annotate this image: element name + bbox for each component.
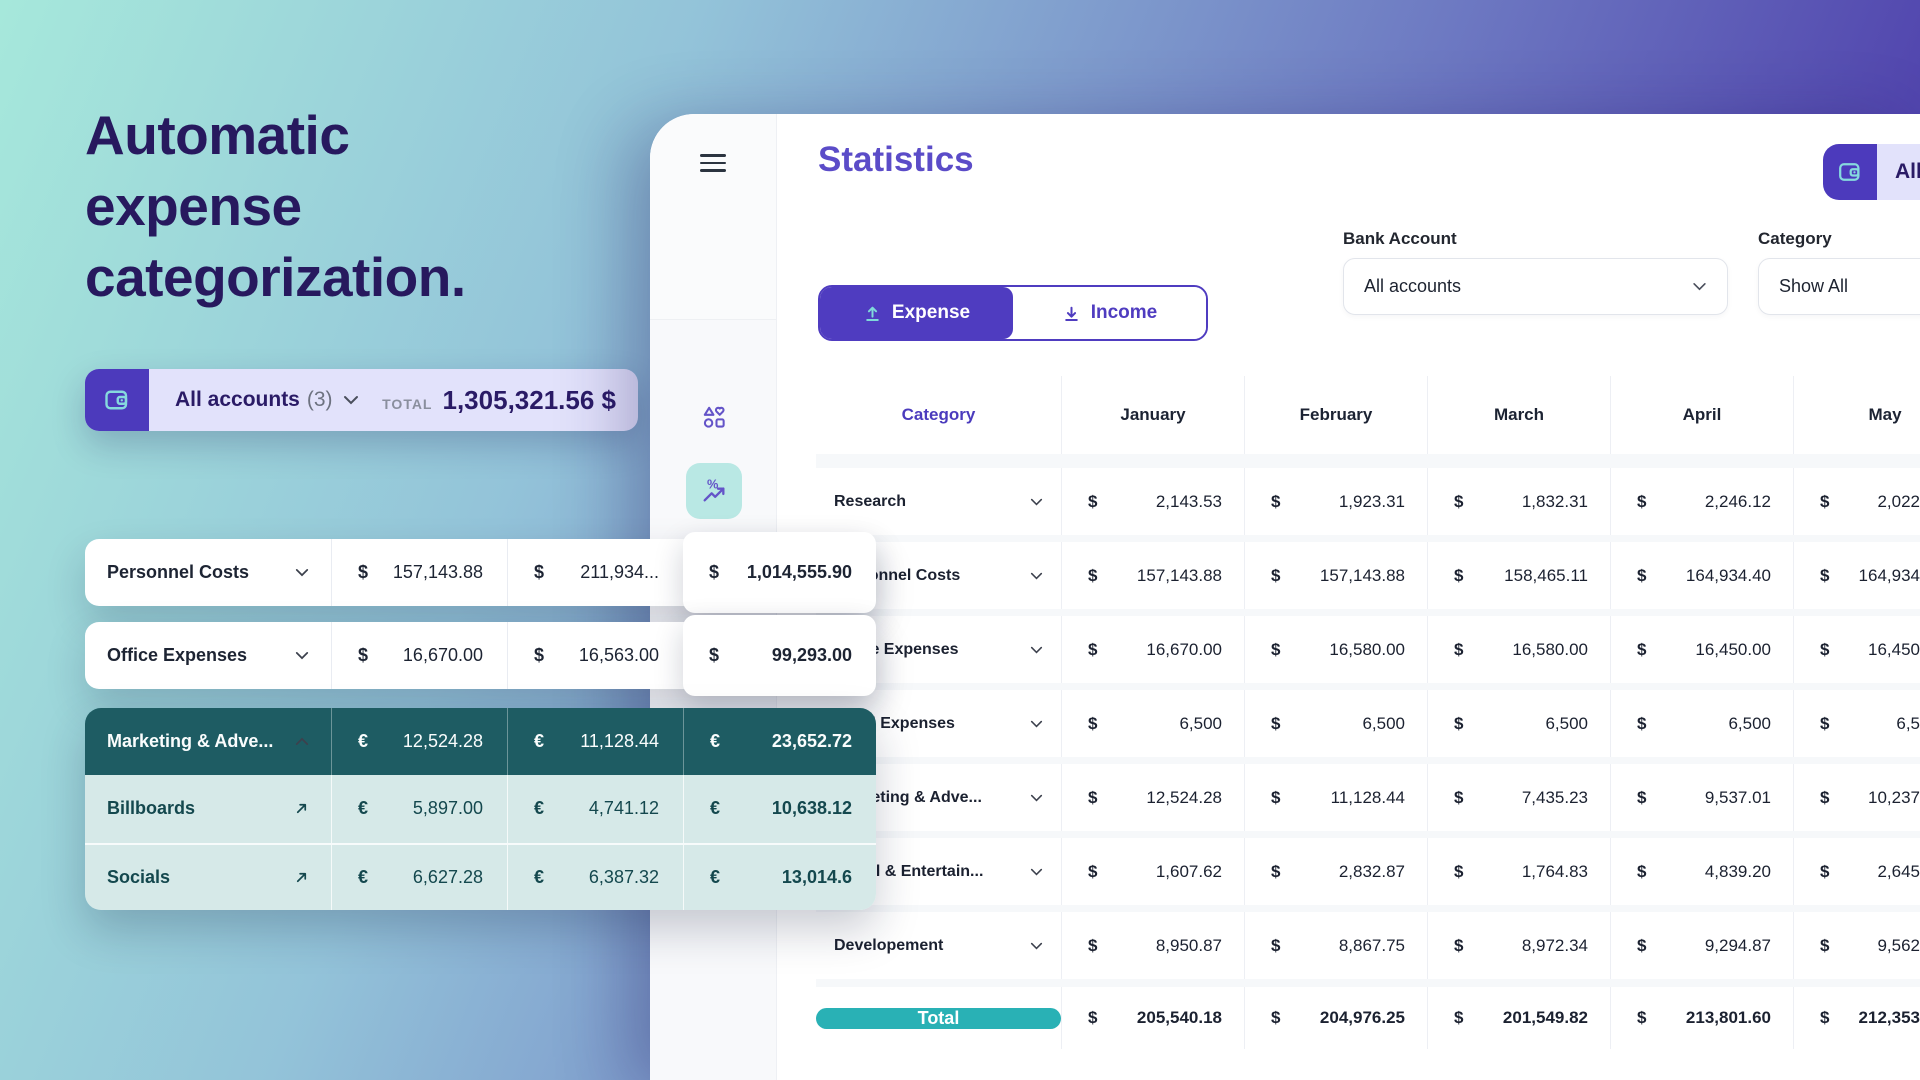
sidebar-item-categories[interactable] (650, 380, 777, 454)
row-label: Billboards (107, 798, 196, 819)
chevron-down-icon[interactable] (295, 651, 309, 660)
cell: $16,563.00 (507, 622, 683, 689)
floating-row-personnel[interactable]: Personnel Costs $157,143.88 $211,934... … (85, 532, 876, 613)
col-april: April (1610, 376, 1793, 454)
table-row: Marketing & Adve... $12,524.28 $11,128.4… (816, 764, 1920, 831)
col-january: January (1061, 376, 1244, 454)
col-march: March (1427, 376, 1610, 454)
group-header[interactable]: Marketing & Adve... €12,524.28 €11,128.4… (85, 708, 876, 775)
app-window: % (650, 114, 1920, 1080)
table-row: Office Expenses $16,670.00 $16,580.00 $1… (816, 616, 1920, 683)
cell: €6,627.28 (331, 844, 507, 910)
cell: $211,934... (507, 539, 683, 606)
upload-icon (866, 306, 879, 321)
total-value: 1,305,321.56 $ (442, 384, 617, 415)
wallet-icon (1823, 144, 1877, 200)
total-badge: Total (816, 1007, 1061, 1029)
row-label: Marketing & Adve... (107, 731, 274, 751)
row-label: Personnel Costs (107, 562, 250, 582)
cell-total: $99,293.00 (683, 615, 876, 696)
chevron-down-icon[interactable] (1030, 942, 1043, 950)
bank-account-label: Bank Account (1343, 229, 1457, 248)
col-may: May (1793, 376, 1920, 454)
col-category: Category (901, 405, 976, 424)
cell-total: $1,014,555.90 (683, 532, 876, 613)
account-switch-label: All (1877, 144, 1920, 200)
page-title: Automatic expense categorization. (85, 104, 466, 308)
cell: $16,670.00 (331, 622, 507, 689)
accounts-total: TOTAL 1,305,321.56 $ (382, 385, 616, 416)
expand-icon[interactable] (294, 870, 309, 885)
cell-total: €10,638.12 (683, 775, 876, 843)
statistics-title: Statistics (818, 140, 974, 179)
chevron-down-icon[interactable] (1030, 868, 1043, 876)
table-row: Developement $8,950.87 $8,867.75 $8,972.… (816, 912, 1920, 979)
cell: €5,897.00 (331, 775, 507, 843)
expense-income-toggle: Expense Income (818, 285, 1208, 341)
income-tab[interactable]: Income (1013, 287, 1206, 339)
account-switch[interactable]: All (1823, 144, 1920, 200)
chevron-up-icon[interactable] (295, 737, 309, 746)
category-label: Category (1758, 229, 1832, 248)
sidebar-item-statistics[interactable]: % (650, 454, 777, 528)
bank-account-select[interactable]: All accounts (1343, 258, 1728, 315)
accounts-selector[interactable]: All accounts (3) TOTAL 1,305,321.56 $ (85, 369, 638, 431)
total-label: TOTAL (382, 395, 433, 412)
accounts-label: All accounts (175, 388, 300, 411)
chevron-down-icon[interactable] (1030, 572, 1043, 580)
cell: €6,387.32 (507, 844, 683, 910)
table-row: Fixed Expenses $6,500 $6,500 $6,500 $6,5… (816, 690, 1920, 757)
expense-tab[interactable]: Expense (820, 287, 1013, 339)
category-select[interactable]: Show All (1758, 258, 1920, 315)
cell-total: €23,652.72 (683, 708, 876, 775)
group-row-billboards[interactable]: Billboards €5,897.00 €4,741.12 €10,638.1… (85, 775, 876, 843)
chevron-down-icon (1692, 282, 1707, 291)
cell: $157,143.88 (331, 539, 507, 606)
cell: €12,524.28 (331, 708, 507, 775)
chevron-down-icon[interactable] (1030, 646, 1043, 654)
cell: €4,741.12 (507, 775, 683, 843)
chevron-down-icon[interactable] (295, 568, 309, 577)
table-row: Personnel Costs $157,143.88 $157,143.88 … (816, 542, 1920, 609)
statistics-icon: % (703, 477, 724, 502)
main-content: Statistics All Expense Income (777, 114, 1920, 1080)
wallet-icon (85, 369, 149, 431)
cell: €11,128.44 (507, 708, 683, 775)
menu-icon[interactable] (700, 154, 726, 177)
group-row-socials[interactable]: Socials €6,627.28 €6,387.32 €13,014.6 (85, 842, 876, 910)
row-label: Socials (107, 866, 171, 887)
svg-text:%: % (707, 477, 719, 492)
table-row: Research $2,143.53 $1,923.31 $1,832.31 $… (816, 468, 1920, 535)
download-icon (1064, 306, 1078, 321)
categories-icon (703, 406, 725, 428)
chevron-down-icon[interactable] (1030, 794, 1043, 802)
floating-group-marketing: Marketing & Adve... €12,524.28 €11,128.4… (85, 708, 876, 910)
table-total-row: Total $205,540.18 $204,976.25 $201,549.8… (816, 987, 1920, 1049)
chevron-down-icon[interactable] (1030, 720, 1043, 728)
chevron-down-icon (343, 395, 359, 405)
floating-row-office[interactable]: Office Expenses $16,670.00 $16,563.00 $9… (85, 615, 876, 696)
table-row: Travel & Entertain... $1,607.62 $2,832.8… (816, 838, 1920, 905)
col-february: February (1244, 376, 1427, 454)
chevron-down-icon[interactable] (1030, 498, 1043, 506)
cell-total: €13,014.6 (683, 844, 876, 910)
table-header: Category January February March April Ma… (816, 376, 1920, 454)
statistics-table: Category January February March April Ma… (816, 376, 1920, 1049)
row-label: Office Expenses (107, 645, 248, 665)
expand-icon[interactable] (294, 801, 309, 816)
accounts-count: (3) (306, 388, 333, 411)
